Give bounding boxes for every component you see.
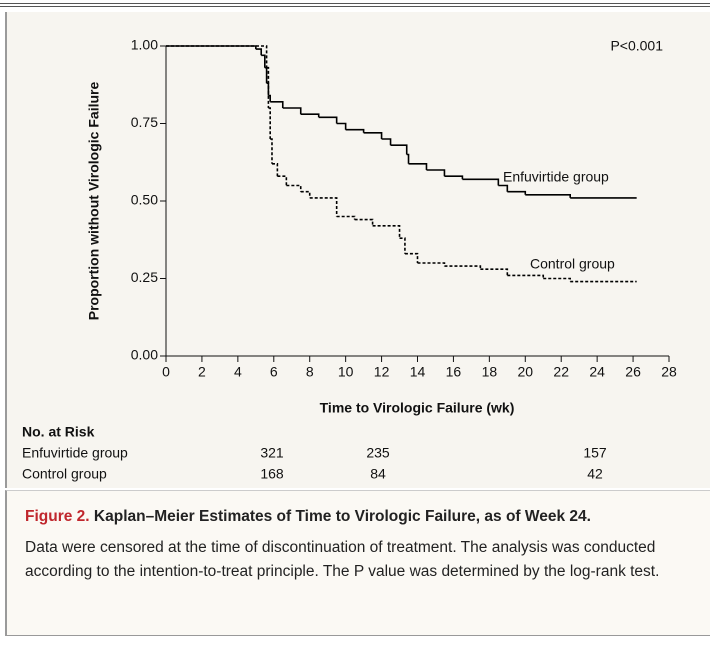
survival-step — [498, 184, 509, 192]
survival-step — [268, 107, 271, 139]
survival-step — [309, 197, 338, 217]
y-tick-label: 0.25 — [131, 269, 158, 285]
x-tick-label: 6 — [270, 364, 278, 380]
survival-step — [282, 107, 302, 115]
risk-count: 321 — [260, 445, 284, 461]
x-tick-label: 2 — [198, 364, 206, 380]
top-rule — [0, 6, 710, 7]
series-label: Control group — [530, 256, 615, 272]
survival-step — [408, 163, 428, 170]
survival-step — [271, 163, 279, 177]
x-tick-label: 24 — [589, 364, 605, 380]
survival-step — [336, 215, 356, 220]
top-rule — [0, 3, 710, 4]
risk-title: No. at Risk — [22, 424, 95, 440]
y-tick-label: 0.75 — [131, 114, 158, 130]
survival-step — [300, 190, 311, 198]
x-tick-label: 16 — [446, 364, 462, 380]
survival-step — [264, 66, 268, 84]
survival-step — [277, 175, 288, 186]
survival-step — [462, 178, 500, 186]
survival-step — [318, 116, 338, 124]
survival-step — [336, 122, 347, 130]
survival-step — [345, 128, 365, 133]
series-label: Enfuvirtide group — [503, 169, 609, 185]
survival-step — [363, 132, 383, 139]
survival-step — [166, 45, 268, 68]
y-axis-title: Proportion without Virologic Failure — [86, 82, 102, 321]
x-tick-label: 10 — [338, 364, 354, 380]
y-tick-label: 1.00 — [131, 37, 158, 53]
caption-title: Kaplan–Meier Estimates of Time to Virolo… — [93, 508, 591, 525]
survival-step — [444, 265, 482, 270]
survival-step — [404, 252, 419, 263]
survival-step — [525, 194, 571, 198]
risk-row-label: Control group — [22, 466, 107, 482]
x-tick-label: 12 — [374, 364, 390, 380]
chart: P<0.001 Time to Virologic Failure (wk) P… — [22, 37, 677, 482]
x-tick-label: 0 — [162, 364, 170, 380]
survival-step — [286, 184, 302, 192]
survival-step — [444, 175, 464, 180]
x-tick-label: 26 — [625, 364, 641, 380]
risk-count: 168 — [260, 466, 284, 482]
chart-panel — [5, 12, 710, 488]
p-value: P<0.001 — [610, 38, 663, 54]
x-tick-label: 14 — [410, 364, 426, 380]
y-tick-label: 0.00 — [131, 347, 158, 363]
x-tick-label: 22 — [553, 364, 569, 380]
survival-step — [166, 45, 257, 50]
survival-step — [507, 190, 527, 195]
x-tick-label: 20 — [517, 364, 533, 380]
risk-count: 157 — [583, 445, 607, 461]
survival-step — [300, 113, 320, 118]
risk-count: 84 — [370, 466, 386, 482]
survival-step — [381, 138, 392, 146]
survival-step — [406, 153, 410, 164]
survival-step — [266, 66, 270, 108]
caption-label: Figure 2. — [25, 508, 90, 525]
survival-step — [354, 218, 374, 226]
survival-step — [480, 268, 509, 276]
survival-step — [417, 262, 446, 267]
survival-step — [268, 94, 271, 102]
survival-step — [507, 274, 545, 279]
survival-step — [270, 138, 273, 164]
survival-step — [270, 101, 284, 108]
caption-text: Data were censored at the time of discon… — [25, 538, 660, 581]
x-tick-label: 8 — [306, 364, 314, 380]
risk-count: 42 — [587, 466, 603, 482]
y-tick-label: 0.50 — [131, 192, 158, 208]
survival-step — [390, 144, 408, 155]
caption: Figure 2. Kaplan–Meier Estimates of Time… — [5, 490, 710, 636]
x-tick-label: 28 — [661, 364, 677, 380]
x-tick-label: 4 — [234, 364, 242, 380]
survival-step — [399, 237, 406, 254]
risk-count: 235 — [366, 445, 390, 461]
survival-step — [426, 169, 446, 177]
survival-step — [543, 277, 571, 282]
survival-step — [261, 54, 266, 68]
x-tick-label: 18 — [482, 364, 498, 380]
x-axis-title: Time to Virologic Failure (wk) — [320, 400, 515, 416]
risk-row-label: Enfuvirtide group — [22, 445, 128, 461]
survival-step — [255, 48, 263, 56]
survival-step — [372, 225, 401, 239]
